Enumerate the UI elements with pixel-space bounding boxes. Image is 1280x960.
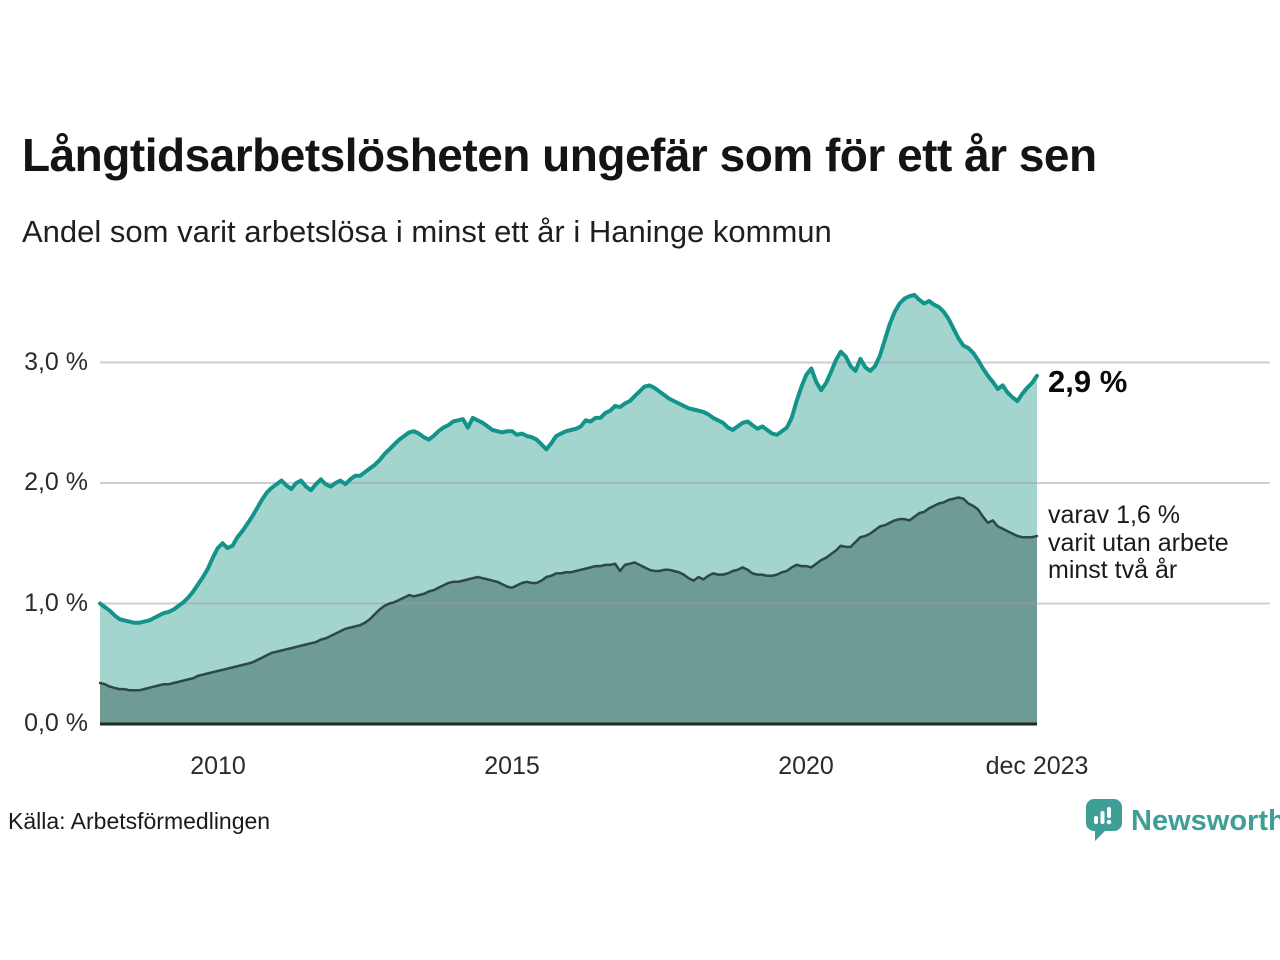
line-unemployed-min-two-years xyxy=(98,496,1039,692)
x-tick-label: 2015 xyxy=(484,752,540,780)
chart-areas xyxy=(100,295,1037,724)
annotation-note: varav 1,6 % varit utan arbete minst två … xyxy=(1048,501,1229,584)
bar-chart-icon-bar xyxy=(1100,811,1105,824)
end-value-label: 2,9 % xyxy=(1048,364,1128,399)
y-tick-label: 0,0 % xyxy=(24,709,88,737)
exclamation-icon-bar xyxy=(1107,807,1111,818)
x-tick-label: 2020 xyxy=(778,752,834,780)
y-tick-label: 1,0 % xyxy=(24,588,88,617)
page-subtitle: Andel som varit arbetslösa i minst ett å… xyxy=(22,214,832,249)
chart-lines xyxy=(98,293,1039,692)
line-unemployed-min-one-year xyxy=(98,293,1039,625)
y-tick-label: 3,0 % xyxy=(24,347,88,376)
x-tick-label: 2010 xyxy=(190,752,246,780)
exclamation-icon-dot xyxy=(1106,819,1112,825)
page-title: Långtidsarbetslösheten ungefär som för e… xyxy=(22,129,1097,181)
x-tick-label: dec 2023 xyxy=(985,752,1089,780)
newsworthy-logo-text: Newsworthy xyxy=(1131,804,1280,837)
bar-chart-icon-bar xyxy=(1094,816,1098,824)
newsworthy-logo: Newsworthy xyxy=(1086,799,1280,843)
source-label: Källa: Arbetsförmedlingen xyxy=(8,808,271,834)
y-tick-label: 2,0 % xyxy=(24,468,88,496)
area-unemployed-min-two-years xyxy=(100,497,1037,724)
newsworthy-logo-icon xyxy=(1086,799,1122,841)
